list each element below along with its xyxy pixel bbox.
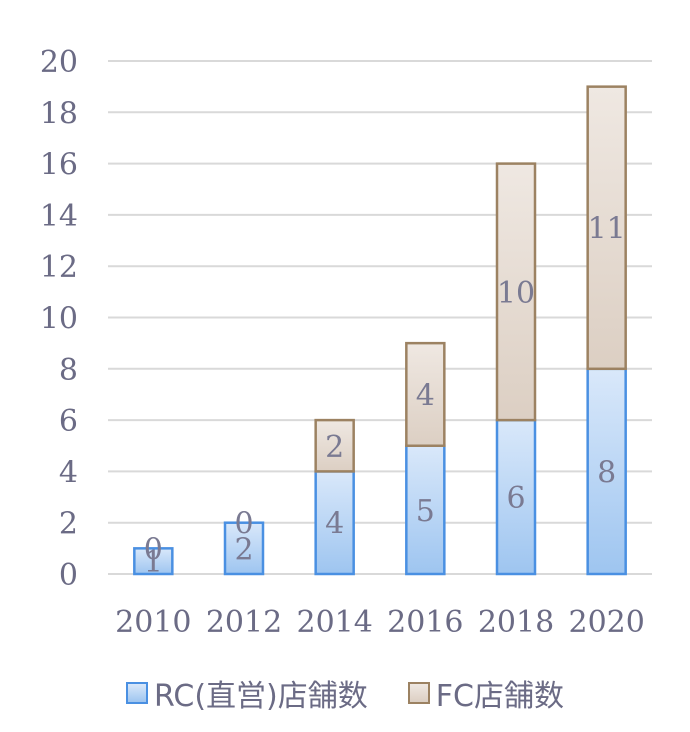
y-tick-label-14: 14 [40, 199, 78, 234]
x-tick-label-2020: 2020 [568, 605, 644, 640]
x-tick-label-2012: 2012 [206, 605, 282, 640]
data-label-rc-2010: 1 [144, 545, 163, 580]
x-tick-label-2018: 2018 [478, 605, 554, 640]
bar-rc-2014 [314, 470, 355, 576]
bar-fc-2014 [314, 418, 355, 473]
legend-swatch-fc [407, 682, 430, 704]
y-tick-label-4: 4 [59, 455, 78, 490]
legend: RC(直営)店舗数 FC店舗数 [0, 668, 690, 718]
legend-item-rc: RC(直営)店舗数 [126, 671, 368, 715]
data-label-rc-2018: 6 [506, 481, 525, 516]
bar-rc-2016 [405, 444, 446, 576]
y-tick-label-18: 18 [40, 96, 78, 131]
y-tick-label-6: 6 [59, 404, 78, 439]
bars [133, 85, 627, 576]
data-label-rc-2016: 5 [416, 494, 435, 529]
data-label-rc-2014: 4 [325, 507, 344, 542]
y-tick-label-8: 8 [59, 353, 78, 388]
bar-rc-2012 [223, 521, 265, 576]
x-tick-label-2014: 2014 [296, 605, 372, 640]
bar-fc-2018 [495, 162, 537, 422]
x-axis: 2010 2012 2014 2016 2018 2020 [115, 605, 645, 640]
y-tick-label-16: 16 [40, 148, 78, 183]
bar-fc-2016 [405, 341, 446, 447]
legend-label-rc: RC(直営)店舗数 [154, 679, 368, 714]
data-label-rc-2020: 8 [597, 455, 616, 490]
gridlines [108, 60, 652, 575]
y-tick-label-10: 10 [40, 302, 78, 337]
legend-item-fc: FC店舗数 [407, 671, 564, 715]
y-tick-label-2: 2 [59, 507, 78, 542]
data-label-rc-2012: 2 [234, 532, 253, 567]
x-tick-label-2010: 2010 [115, 605, 191, 640]
data-label-fc-2016: 4 [416, 378, 435, 413]
legend-swatch-rc [126, 682, 149, 704]
data-label-fc-2012: 0 [234, 507, 253, 542]
y-tick-label-0: 0 [59, 558, 78, 593]
data-label-fc-2010: 0 [144, 532, 163, 567]
legend-label-fc: FC店舗数 [435, 679, 564, 714]
bar-fc-2020 [586, 85, 627, 371]
y-tick-label-12: 12 [40, 250, 78, 285]
y-axis: 0 2 4 6 8 10 12 14 16 18 20 [40, 45, 78, 593]
data-label-fc-2018: 10 [497, 276, 535, 311]
x-tick-label-2016: 2016 [387, 605, 463, 640]
data-label-fc-2014: 2 [325, 430, 344, 465]
bar-rc-2010 [133, 547, 174, 576]
data-label-fc-2020: 11 [588, 212, 626, 247]
y-tick-label-20: 20 [40, 45, 78, 80]
